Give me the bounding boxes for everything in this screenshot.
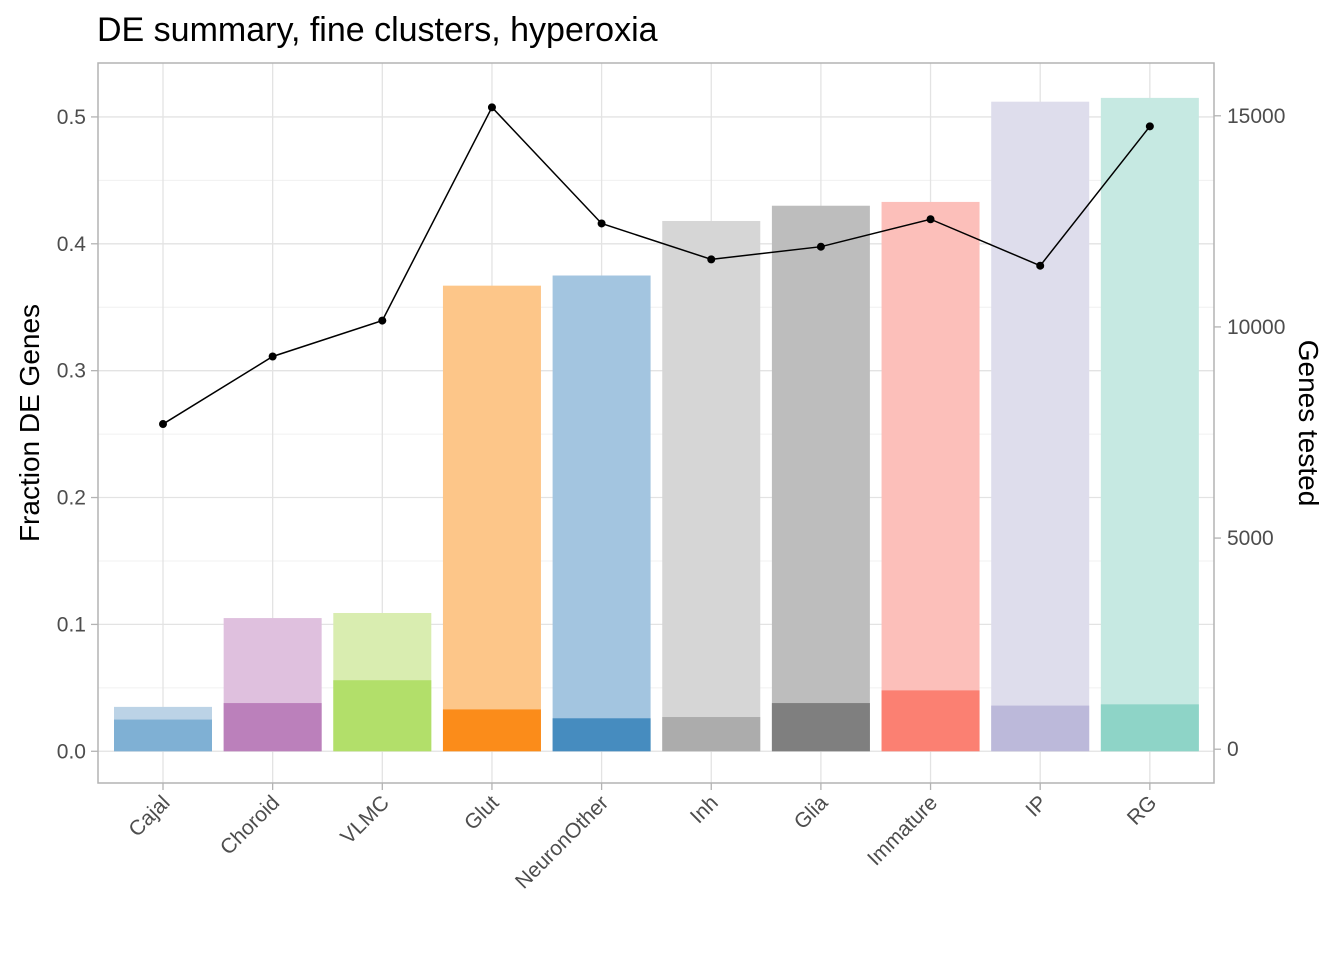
y2-tick-label: 0: [1227, 738, 1239, 761]
x-tick-label-vlmc: VLMC: [336, 791, 394, 849]
bar-rg-de: [1100, 704, 1199, 752]
genes-tested-point-cajal: [159, 420, 167, 429]
x-tick-label-glut: Glut: [460, 791, 504, 835]
genes-tested-point-rg: [1145, 122, 1154, 131]
genes-tested-polyline: [162, 106, 1151, 425]
y2-tick-label: 15000: [1227, 105, 1285, 128]
bar-vlmc-de: [333, 680, 432, 752]
y-axis-left: 0.0 0.1 0.2 0.3 0.4 0.5: [57, 106, 98, 763]
x-tick-label-immature: Immature: [863, 791, 942, 870]
y2-tick-label: 10000: [1227, 316, 1285, 339]
bar-glia-total: [771, 205, 870, 752]
bar-glut-de: [442, 709, 541, 752]
x-tick-label-inh: Inh: [686, 791, 723, 828]
bar-glut-total: [442, 285, 541, 752]
x-axis: Cajal Choroid VLMC Glut NeuronOther Inh Glia Im…: [124, 783, 1161, 893]
genes-tested-point-immature: [926, 215, 935, 224]
y-tick-label: 0.5: [57, 106, 86, 129]
bar-glia-de: [771, 703, 870, 752]
y-tick-label: 0.0: [57, 740, 86, 763]
x-tick-label-cajal: Cajal: [124, 791, 174, 841]
y2-axis-title: Genes tested: [1293, 340, 1324, 507]
genes-tested-point-glut: [487, 103, 496, 112]
bar-immature-de: [881, 690, 980, 752]
y-axis-title: Fraction DE Genes: [14, 304, 45, 542]
genes-tested-point-inh: [707, 255, 716, 264]
bars: [114, 97, 1199, 752]
x-tick-label-ip: IP: [1021, 791, 1051, 821]
bar-immature-total: [881, 201, 980, 752]
genes-tested-line: [159, 103, 1154, 429]
bar-inh-de: [662, 717, 761, 752]
genes-tested-point-ip: [1036, 261, 1045, 270]
y-tick-label: 0.3: [57, 360, 86, 383]
bar-neuronother-total: [552, 275, 651, 752]
genes-tested-point-neuronother: [597, 219, 606, 228]
x-tick-label-choroid: Choroid: [216, 791, 284, 859]
bar-cajal-de: [114, 719, 212, 752]
genes-tested-point-glia: [816, 242, 825, 251]
bar-inh-total: [662, 220, 761, 752]
y-tick-label: 0.2: [57, 487, 86, 510]
bar-ip-total: [991, 101, 1090, 752]
genes-tested-point-vlmc: [378, 316, 387, 325]
bar-rg-total: [1100, 97, 1199, 752]
x-tick-label-glia: Glia: [790, 791, 833, 834]
plot-panel-border: [97, 62, 1215, 784]
x-tick-label-neuronother: NeuronOther: [511, 791, 613, 893]
chart-title: DE summary, fine clusters, hyperoxia: [97, 11, 658, 49]
y-tick-label: 0.1: [57, 613, 86, 636]
y-tick-label: 0.4: [57, 233, 87, 256]
y-axis-right: 0 5000 10000 15000: [1214, 105, 1285, 761]
genes-tested-point-choroid: [268, 352, 277, 361]
bar-choroid-de: [223, 703, 322, 752]
x-tick-label-rg: RG: [1123, 791, 1162, 830]
bar-ip-de: [991, 705, 1090, 752]
bar-neuronother-de: [552, 718, 651, 752]
y2-tick-label: 5000: [1227, 527, 1274, 550]
